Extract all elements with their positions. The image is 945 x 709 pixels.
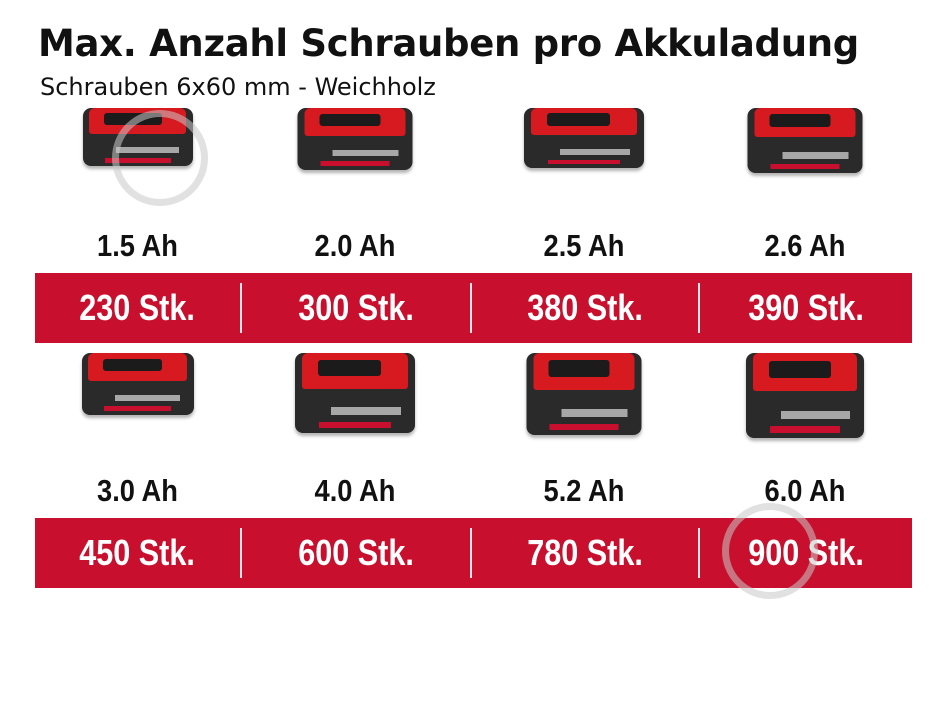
- battery-capacity: 5.2 Ah: [543, 473, 625, 508]
- battery-image: [297, 108, 413, 170]
- battery-item: 6.0 Ah: [698, 353, 912, 508]
- battery-row: 1.5 Ah 2.0 Ah 2.5 Ah 2.6 Ah 230 Stk. 300 S…: [35, 108, 912, 343]
- battery-capacity: 4.0 Ah: [314, 473, 396, 508]
- battery-capacity: 1.5 Ah: [97, 228, 178, 263]
- battery-image: [81, 353, 194, 415]
- battery-capacity: 2.6 Ah: [764, 228, 846, 263]
- battery-capacity: 6.0 Ah: [764, 473, 846, 508]
- screw-count: 600 Stk.: [298, 532, 414, 573]
- battery-image: [526, 353, 642, 435]
- battery-item: 5.2 Ah: [470, 353, 698, 508]
- battery-item: 2.0 Ah: [240, 108, 470, 263]
- screw-count: 780 Stk.: [527, 532, 643, 573]
- divider: [470, 528, 472, 578]
- battery-image: [747, 108, 863, 173]
- count-bar: 230 Stk. 300 Stk. 380 Stk. 390 Stk.: [35, 273, 912, 343]
- battery-item: 4.0 Ah: [240, 353, 470, 508]
- watermark-icon: [722, 503, 818, 599]
- battery-item: 2.5 Ah: [470, 108, 698, 263]
- battery-capacity: 3.0 Ah: [97, 473, 178, 508]
- page-subtitle: Schrauben 6x60 mm - Weichholz: [40, 73, 436, 101]
- battery-capacity: 2.0 Ah: [314, 228, 396, 263]
- battery-image: [746, 353, 864, 438]
- page-title: Max. Anzahl Schrauben pro Akkuladung: [38, 22, 859, 65]
- divider: [240, 283, 242, 333]
- screw-count: 300 Stk.: [298, 287, 414, 328]
- screw-count: 230 Stk.: [79, 287, 196, 328]
- battery-row: 3.0 Ah 4.0 Ah 5.2 Ah 6.0 Ah 450 Stk. 600 S…: [35, 353, 912, 588]
- divider: [470, 283, 472, 333]
- battery-image: [295, 353, 415, 433]
- watermark-icon: [112, 110, 208, 206]
- divider: [240, 528, 242, 578]
- divider: [698, 283, 700, 333]
- battery-item: 2.6 Ah: [698, 108, 912, 263]
- screw-count: 390 Stk.: [748, 287, 864, 328]
- divider: [698, 528, 700, 578]
- battery-image: [524, 108, 644, 168]
- screw-count: 380 Stk.: [527, 287, 643, 328]
- battery-item: 3.0 Ah: [35, 353, 240, 508]
- screw-count: 450 Stk.: [79, 532, 196, 573]
- battery-capacity: 2.5 Ah: [543, 228, 625, 263]
